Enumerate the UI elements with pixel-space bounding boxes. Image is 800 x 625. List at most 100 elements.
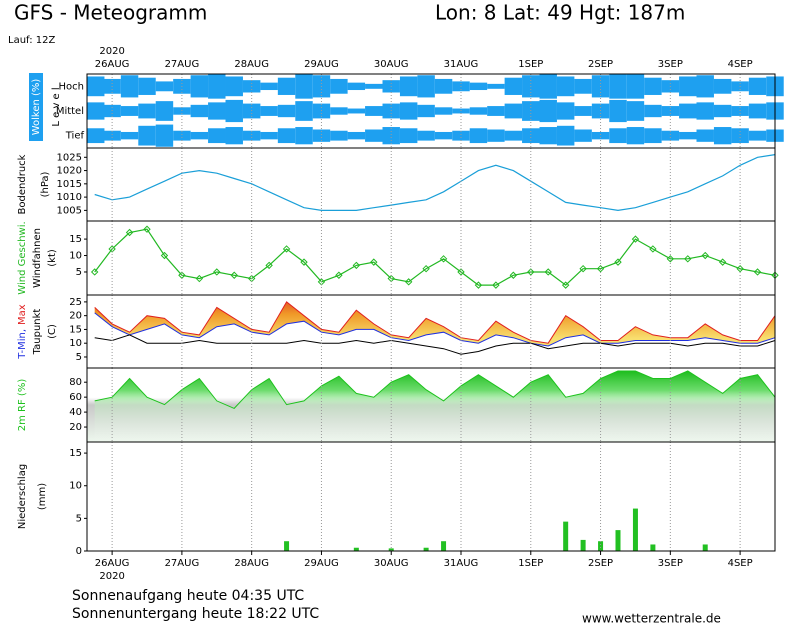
- cloud-cover: [609, 74, 627, 99]
- cloud-cover: [679, 103, 697, 119]
- side-label-part: Bodendruck: [17, 154, 28, 214]
- cloud-cover: [295, 101, 313, 121]
- precip-bar: [353, 547, 359, 551]
- point-marker: [335, 271, 343, 279]
- precip-bar: [423, 547, 429, 551]
- side-label: Taupunkt: [32, 309, 43, 356]
- y-tick-label: 0: [76, 546, 82, 557]
- data-line: [94, 154, 776, 212]
- point-marker: [596, 264, 605, 273]
- cloud-cover: [713, 104, 732, 118]
- cloud-cover: [522, 128, 540, 144]
- cloud-cover: [609, 128, 627, 144]
- side-label: T-Min, Max: [17, 304, 28, 359]
- date-label-bottom: 1SEP: [518, 558, 543, 569]
- y-tick-label: 10: [69, 251, 82, 262]
- y-tick-label: 20: [69, 311, 82, 322]
- date-label-bottom: 28AUG: [234, 558, 269, 569]
- level-label: Mittel: [56, 106, 84, 117]
- cloud-cover: [295, 127, 313, 145]
- y-tick-label: 1005: [57, 205, 82, 216]
- point-marker: [753, 268, 762, 276]
- cloud-cover: [539, 74, 557, 99]
- cloud-cover: [312, 129, 331, 142]
- level-label: Hoch: [59, 81, 84, 92]
- cloud-cover: [661, 130, 680, 141]
- cloud-cover: [138, 77, 156, 95]
- point-marker: [718, 258, 727, 266]
- cloud-cover: [434, 78, 453, 94]
- cloud-cover: [487, 83, 505, 89]
- side-label-part: Max: [17, 304, 28, 325]
- precip-bar: [632, 508, 638, 551]
- point-marker: [649, 245, 657, 253]
- cloud-cover: [644, 77, 662, 95]
- y-tick-label: 10: [69, 338, 82, 349]
- cloud-cover: [190, 131, 209, 140]
- date-label-bottom: 30AUG: [374, 558, 409, 569]
- cloud-cover: [365, 129, 383, 142]
- point-marker: [579, 264, 587, 273]
- cloud-cover: [556, 76, 575, 97]
- point-marker: [230, 271, 238, 279]
- date-label-bottom: 2SEP: [588, 558, 613, 569]
- y-tick-label: 1025: [57, 152, 82, 163]
- side-label: L e v e l: [51, 87, 62, 126]
- y-tick-label: 60: [69, 392, 82, 403]
- data-line: [94, 228, 776, 286]
- side-label: (hPa): [40, 171, 51, 197]
- cloud-cover: [277, 77, 296, 95]
- cloud-cover: [469, 82, 488, 91]
- point-marker: [439, 255, 448, 263]
- precip-bar: [580, 539, 586, 551]
- cloud-cover: [295, 74, 313, 99]
- point-marker: [300, 258, 308, 266]
- cloud-cover: [330, 78, 348, 94]
- date-label-bottom: 4SEP: [728, 558, 753, 569]
- side-label-part: Wolken (%): [31, 79, 42, 136]
- cloud-cover: [208, 102, 226, 120]
- cloud-cover: [190, 104, 209, 118]
- cloud-cover: [644, 128, 662, 144]
- cloud-cover: [679, 131, 697, 140]
- cloud-cover: [748, 103, 767, 119]
- point-marker: [213, 268, 221, 276]
- date-label-top: 4SEP: [728, 59, 753, 70]
- side-label: Windfahnen: [32, 228, 43, 288]
- date-label-bottom: 26AUG: [95, 558, 130, 569]
- point-marker: [457, 268, 465, 276]
- cloud-cover: [696, 102, 714, 120]
- date-label-bottom: 29AUG: [304, 558, 339, 569]
- side-label-part: (kt): [47, 249, 58, 267]
- cloud-cover: [591, 131, 610, 140]
- cloud-cover: [713, 127, 732, 145]
- point-marker: [492, 281, 500, 289]
- cloud-cover: [399, 128, 418, 144]
- cloud-cover: [556, 102, 575, 120]
- side-label: Wind Geschwi.: [17, 221, 28, 294]
- side-label-part: 2m RF (%): [17, 379, 28, 432]
- side-label-part: Niederschlag: [17, 464, 28, 529]
- cloud-cover: [155, 124, 174, 147]
- sunset: Sonnenuntergang heute 18:22 UTC: [72, 606, 319, 622]
- cloud-cover: [260, 82, 278, 91]
- y-tick-label: 40: [69, 407, 82, 418]
- point-marker: [160, 251, 169, 260]
- temperature-line: [94, 312, 776, 347]
- temperature-line: [94, 301, 776, 344]
- humidity-area: [94, 371, 775, 442]
- date-label-top: 1SEP: [518, 59, 543, 70]
- cloud-cover: [87, 76, 105, 97]
- cloud-cover: [609, 99, 627, 123]
- cloud-cover: [417, 75, 435, 98]
- cloud-cover: [696, 129, 714, 142]
- side-label: Niederschlag: [17, 464, 28, 529]
- cloud-cover: [452, 130, 470, 141]
- temperature-range: [94, 301, 775, 346]
- y-tick-label: 10: [69, 481, 82, 492]
- point-marker: [282, 245, 291, 253]
- point-marker: [666, 255, 675, 263]
- point-marker: [736, 264, 744, 273]
